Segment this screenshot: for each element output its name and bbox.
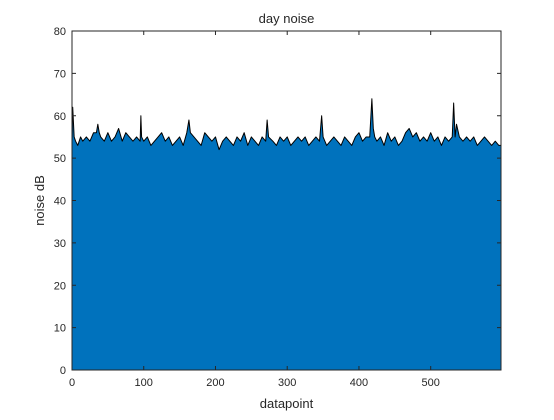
x-tick-label: 100 bbox=[135, 377, 153, 389]
chart-title: day noise bbox=[259, 11, 315, 26]
y-tick-label: 80 bbox=[54, 26, 66, 38]
y-tick-label: 40 bbox=[54, 196, 66, 208]
y-tick-label: 70 bbox=[54, 68, 66, 80]
y-tick-label: 10 bbox=[54, 323, 66, 335]
x-tick-label: 0 bbox=[69, 377, 75, 389]
noise-area-fill bbox=[72, 98, 501, 371]
y-tick-label: 30 bbox=[54, 238, 66, 250]
y-tick-label: 50 bbox=[54, 153, 66, 165]
x-tick-label: 400 bbox=[350, 377, 368, 389]
ticks-layer: 0 100 200 300 400 500 0 10 20 30 40 50 60 70 80 bbox=[54, 26, 501, 389]
area-layer bbox=[71, 98, 501, 371]
y-tick-label: 20 bbox=[54, 280, 66, 292]
x-tick-label: 300 bbox=[278, 377, 296, 389]
noise-area-edge-line bbox=[71, 98, 501, 151]
x-tick-label: 500 bbox=[422, 377, 440, 389]
x-tick-label: 200 bbox=[206, 377, 224, 389]
x-axis-label: datapoint bbox=[260, 396, 314, 411]
y-tick-label: 0 bbox=[60, 365, 66, 377]
y-axis-label: noise dB bbox=[32, 175, 47, 226]
y-tick-label: 60 bbox=[54, 111, 66, 123]
